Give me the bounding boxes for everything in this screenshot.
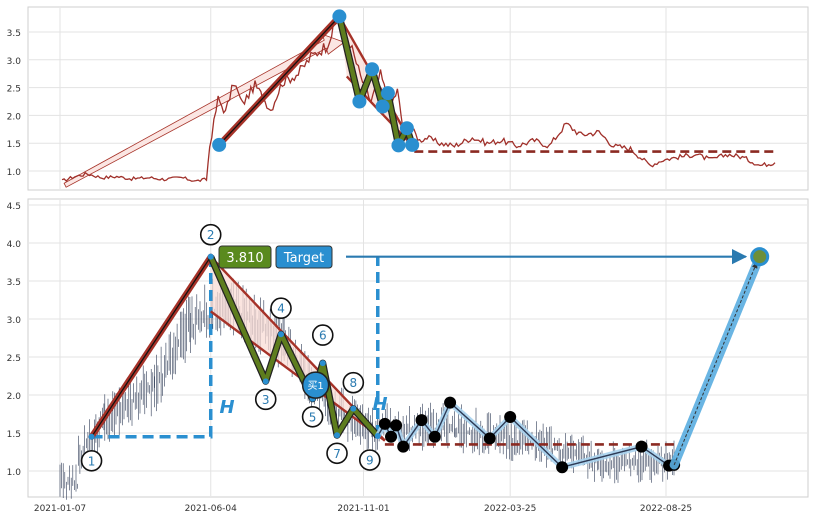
pattern-point-label-1: 2 bbox=[207, 228, 215, 242]
detail-vertex-7 bbox=[350, 405, 357, 412]
pattern-point-label-2: 3 bbox=[262, 393, 270, 407]
detail-y-tick-1: 1.5 bbox=[7, 430, 21, 440]
buy-marker-label: 买1 bbox=[307, 380, 323, 392]
detail-x-tick-4: 2022-08-25 bbox=[640, 504, 692, 514]
detail-x-tick-0: 2021-01-07 bbox=[34, 504, 86, 514]
detail-flagpole-core bbox=[91, 256, 212, 438]
overview-pattern-dot-4 bbox=[375, 99, 390, 114]
overview-flagpole-core bbox=[218, 15, 340, 146]
pattern-point-badge-3 bbox=[270, 297, 292, 320]
detail-vertex-2 bbox=[262, 378, 269, 385]
pattern-point-label-3: 4 bbox=[277, 302, 285, 316]
pattern-point-label-5: 6 bbox=[319, 329, 327, 343]
pattern-point-badge-7 bbox=[342, 371, 365, 394]
overview-pattern-dot-6 bbox=[391, 138, 406, 153]
detail-swing-dot-2 bbox=[390, 419, 403, 432]
detail-vertex-5 bbox=[319, 360, 326, 367]
pattern-point-label-7: 8 bbox=[350, 376, 358, 390]
overview-y-tick-0: 1.0 bbox=[7, 168, 22, 178]
overview-y-tick-2: 2.0 bbox=[7, 112, 22, 122]
detail-layer: 3.810 Target H H 1 2 3 4 5 6 7 8 9 买1 bbox=[59, 223, 770, 500]
overview-pattern-dot-7 bbox=[399, 121, 414, 136]
detail-swing-dot-10 bbox=[635, 440, 648, 453]
overview-pattern-dot-0 bbox=[212, 137, 227, 152]
detail-vertex-6 bbox=[334, 432, 341, 439]
detail-swing-dot-5 bbox=[428, 430, 441, 443]
breakout-price-label: 3.810 bbox=[226, 251, 263, 266]
detail-y-tick-0: 1.0 bbox=[7, 468, 22, 478]
detail-ticks: 1.0 1.5 2.0 2.5 3.0 3.5 4.0 4.5 2021-01-07 2021-0… bbox=[7, 202, 692, 514]
detail-height-measure-left bbox=[91, 256, 213, 439]
pattern-point-badge-5 bbox=[311, 324, 334, 346]
detail-target-projection-core bbox=[673, 262, 758, 466]
overview-panel bbox=[27, 6, 809, 191]
pattern-point-label-0: 1 bbox=[88, 454, 96, 468]
detail-swing-dot-4 bbox=[415, 414, 428, 427]
detail-target-dot bbox=[750, 247, 770, 267]
detail-y-tick-3: 2.5 bbox=[7, 354, 21, 364]
breakout-price-box bbox=[218, 245, 272, 269]
height-label-right: H bbox=[372, 394, 387, 415]
detail-swing-dot-8 bbox=[504, 411, 517, 424]
detail-y-tick-5: 3.5 bbox=[7, 278, 21, 288]
detail-y-tick-7: 4.5 bbox=[7, 202, 21, 212]
pattern-point-badge-2 bbox=[254, 388, 277, 411]
detail-grid bbox=[29, 200, 807, 496]
overview-pattern-dot-2 bbox=[352, 94, 367, 109]
pattern-point-label-6: 7 bbox=[333, 447, 341, 461]
target-box bbox=[275, 245, 333, 269]
overview-pattern-dot-3 bbox=[365, 62, 380, 77]
detail-x-tick-3: 2022-03-25 bbox=[484, 504, 536, 514]
detail-swing-dot-9 bbox=[556, 461, 569, 474]
detail-x-tick-1: 2021-06-04 bbox=[185, 504, 238, 514]
overview-price-line bbox=[61, 17, 776, 183]
overview-y-tick-3: 2.5 bbox=[7, 85, 21, 95]
detail-vertex-3 bbox=[278, 331, 285, 338]
detail-swing-dot-1 bbox=[385, 430, 398, 443]
overview-y-tick-5: 3.5 bbox=[7, 29, 21, 39]
detail-swing-dot-0 bbox=[378, 417, 391, 430]
pattern-point-badge-0 bbox=[80, 449, 103, 472]
pattern-point-label-8: 9 bbox=[366, 454, 374, 468]
pattern-point-label-4: 5 bbox=[309, 410, 317, 424]
overview-pattern-dot-8 bbox=[405, 137, 420, 152]
detail-panel bbox=[27, 198, 809, 498]
overview-y-ticks: 1.0 1.5 2.0 2.5 3.0 3.5 bbox=[7, 29, 22, 178]
pattern-point-badge-1 bbox=[199, 223, 222, 246]
detail-x-tick-2: 2021-11-01 bbox=[337, 504, 389, 514]
detail-vertex-1 bbox=[207, 253, 214, 260]
detail-swing-dot-7 bbox=[483, 432, 496, 445]
overview-projection-arrow bbox=[63, 33, 346, 188]
overview-pattern-dot-5 bbox=[380, 86, 395, 101]
detail-y-tick-4: 3.0 bbox=[7, 316, 22, 326]
buy-marker bbox=[301, 371, 330, 399]
detail-y-tick-2: 2.0 bbox=[7, 392, 22, 402]
detail-swing-dot-6 bbox=[444, 396, 457, 409]
detail-swing-dot-3 bbox=[397, 440, 410, 453]
overview-pattern-dot-1 bbox=[332, 9, 347, 24]
pattern-point-badge-4 bbox=[301, 405, 324, 428]
detail-y-tick-6: 4.0 bbox=[7, 240, 22, 250]
target-label: Target bbox=[283, 251, 324, 266]
pattern-point-badge-8 bbox=[358, 449, 381, 471]
overview-layer bbox=[61, 9, 776, 188]
overview-y-tick-1: 1.5 bbox=[7, 140, 21, 150]
overview-y-tick-4: 3.0 bbox=[7, 57, 22, 67]
height-label-left: H bbox=[219, 397, 234, 418]
detail-vertex-8 bbox=[374, 433, 381, 440]
detail-vertex-0 bbox=[88, 433, 95, 440]
pattern-point-badge-6 bbox=[326, 442, 348, 465]
